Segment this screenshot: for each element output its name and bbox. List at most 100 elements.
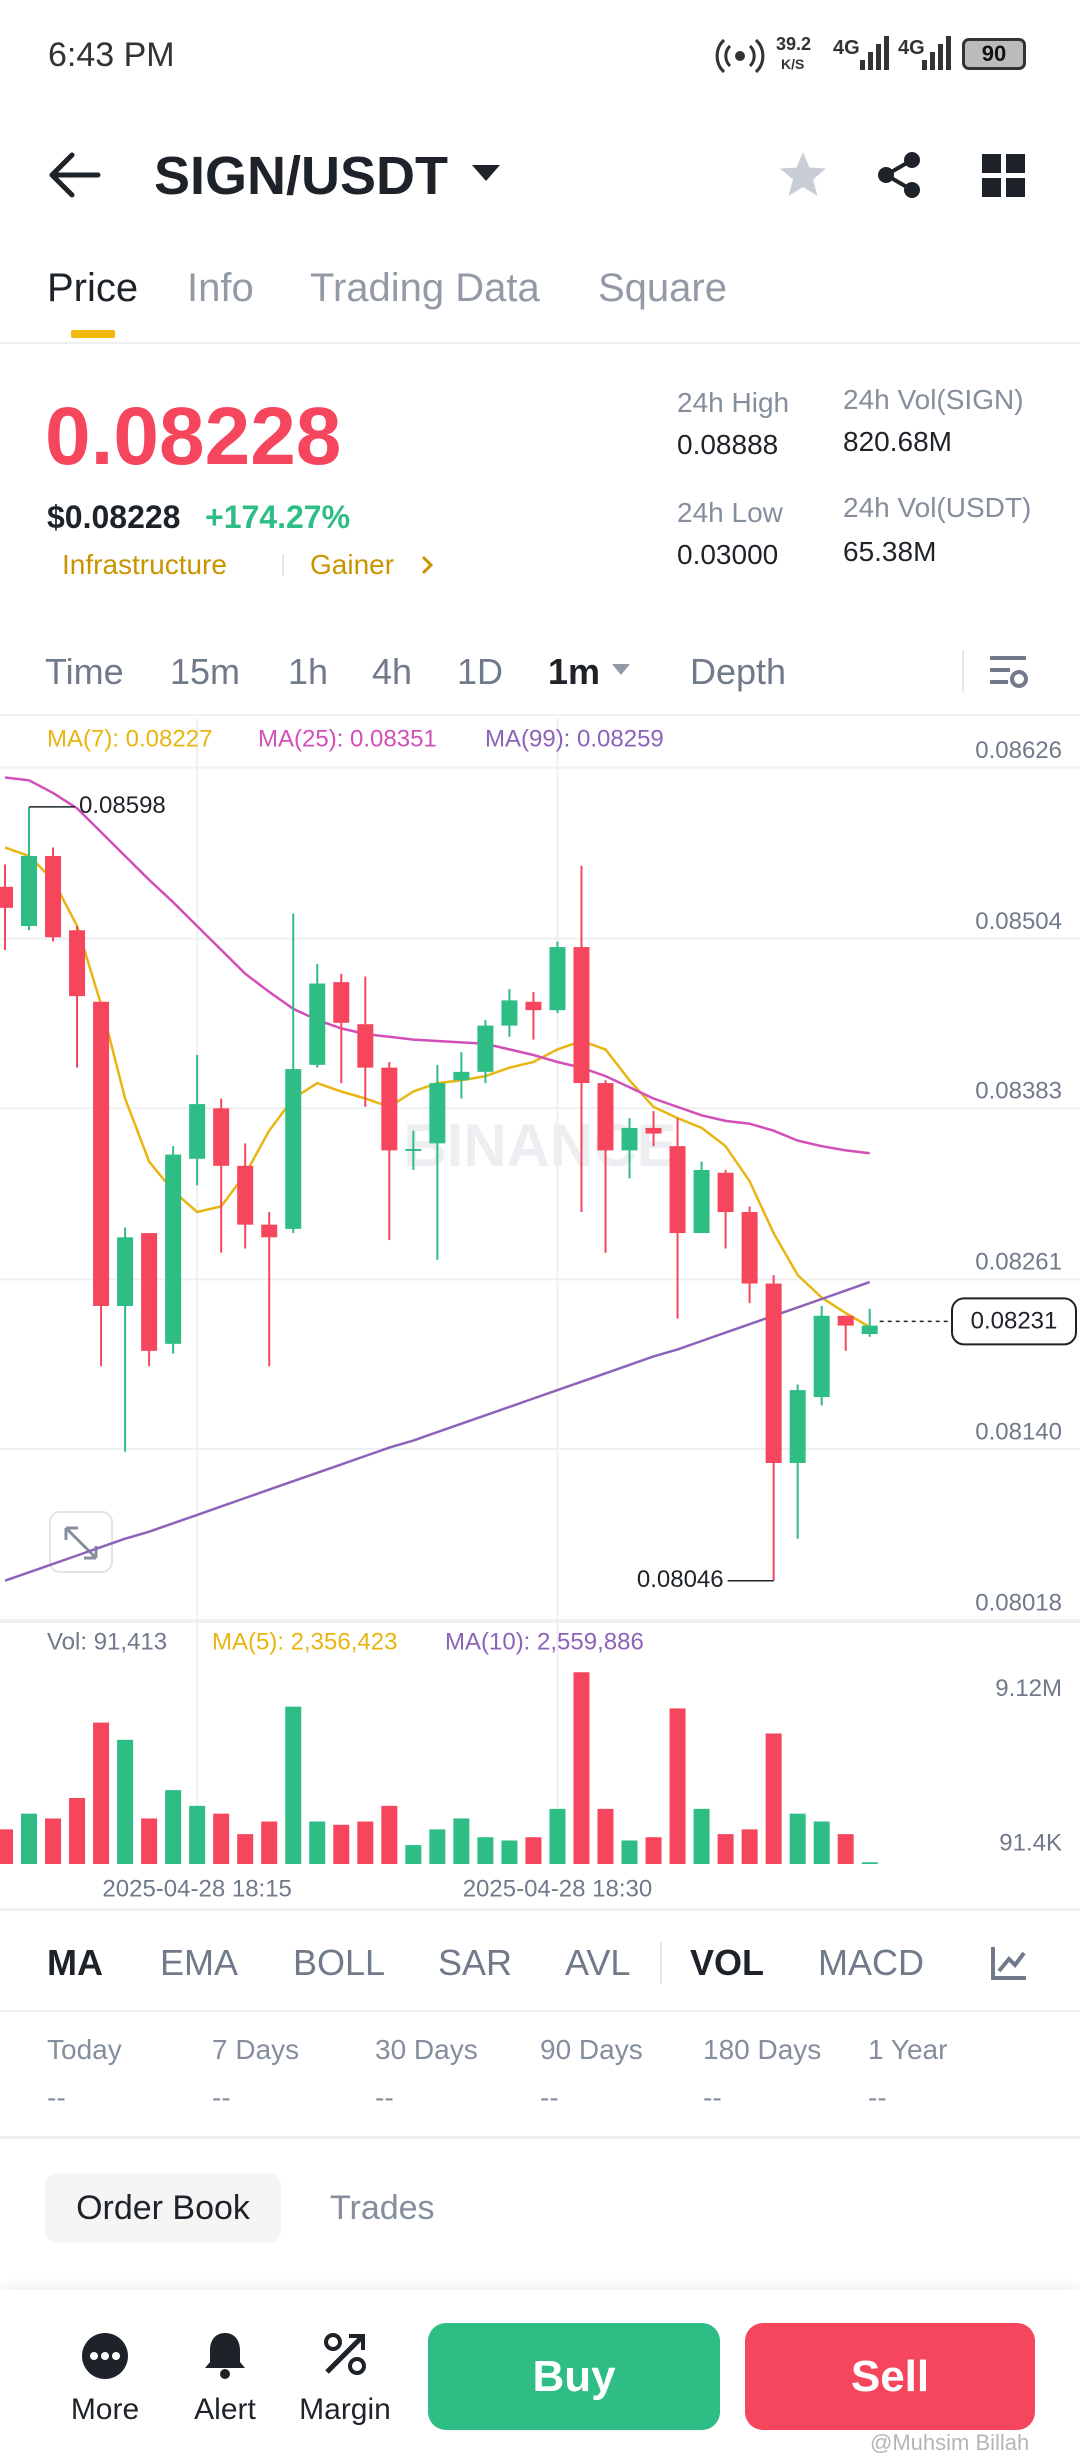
stat-value: 65.38M xyxy=(843,536,937,567)
candle-body xyxy=(549,947,566,1011)
y-tick-label: 0.08140 xyxy=(975,1418,1062,1445)
indicator[interactable]: MA xyxy=(47,1942,103,1983)
candle-body xyxy=(0,886,13,908)
indicator[interactable]: VOL xyxy=(690,1942,765,1983)
interval-dropdown[interactable] xyxy=(610,662,632,678)
candle-body xyxy=(501,1000,518,1026)
interval-selected[interactable]: 1m xyxy=(548,651,601,692)
nav-label[interactable]: Alert xyxy=(194,2393,256,2426)
stat-value: 0.03000 xyxy=(677,539,779,570)
pair-dropdown[interactable] xyxy=(470,162,502,184)
candle-body xyxy=(597,1083,614,1151)
interval[interactable]: Time xyxy=(45,651,124,692)
price-change: +174.27% xyxy=(205,499,351,535)
tab[interactable]: Info xyxy=(187,266,254,310)
margin-icon[interactable] xyxy=(321,2330,369,2378)
stat-label: 24h Low xyxy=(677,497,783,528)
volume-bar xyxy=(93,1722,110,1864)
book-tab[interactable]: Order Book xyxy=(76,2189,250,2227)
indicator[interactable]: BOLL xyxy=(293,1942,386,1983)
back-button[interactable] xyxy=(48,152,102,198)
interval[interactable]: 15m xyxy=(170,651,241,692)
x-tick-label: 2025-04-28 18:15 xyxy=(102,1875,292,1902)
interval[interactable]: 1D xyxy=(457,651,504,692)
book-tab[interactable]: Trades xyxy=(330,2189,435,2227)
layout-icon[interactable] xyxy=(982,154,1026,198)
tag-separator xyxy=(282,554,284,576)
stat-label: 24h Vol(USDT) xyxy=(843,492,1032,523)
nav-label[interactable]: More xyxy=(70,2393,140,2426)
candle-body xyxy=(621,1127,638,1151)
signal-icon xyxy=(922,36,951,70)
interval[interactable]: 1h xyxy=(288,651,329,692)
volume-bar xyxy=(69,1797,86,1864)
volume-bar xyxy=(357,1821,374,1864)
pair-title[interactable]: SIGN/USDT xyxy=(154,146,449,206)
candle-body xyxy=(261,1224,278,1238)
ma-legend: MA(99): 0.08259 xyxy=(485,725,664,752)
ma-legend: MA(25): 0.08351 xyxy=(258,725,437,752)
chart-settings-icon[interactable] xyxy=(988,652,1030,692)
volume-bar xyxy=(621,1840,638,1864)
volume-bar xyxy=(645,1837,662,1864)
indicator[interactable]: EMA xyxy=(160,1942,239,1983)
buy-button[interactable]: Buy xyxy=(428,2323,720,2430)
battery xyxy=(962,38,1026,70)
candle-body xyxy=(429,1083,446,1144)
candle-body xyxy=(813,1315,830,1398)
tag[interactable]: Infrastructure xyxy=(62,549,227,580)
candle-body xyxy=(381,1067,398,1151)
candle-body xyxy=(573,947,590,1084)
share-icon[interactable] xyxy=(874,150,924,200)
interval[interactable]: Depth xyxy=(690,651,787,692)
period-value: -- xyxy=(868,2082,887,2113)
volume-bar xyxy=(837,1834,854,1864)
period-label: 7 Days xyxy=(212,2034,300,2065)
volume-bar xyxy=(381,1805,398,1864)
divider xyxy=(0,1908,1080,1911)
ma-legend: MA(7): 0.08227 xyxy=(47,725,212,752)
last-price-box xyxy=(951,1297,1077,1346)
tab[interactable]: Price xyxy=(47,266,139,310)
favorite-icon[interactable] xyxy=(778,150,828,200)
indicator[interactable]: AVL xyxy=(565,1942,631,1983)
candle-body xyxy=(21,855,38,927)
divider xyxy=(0,2136,1080,2139)
candle-body xyxy=(453,1071,470,1081)
ma-line xyxy=(4,776,870,1155)
volume-bar xyxy=(453,1818,470,1864)
sell-button[interactable]: Sell xyxy=(745,2323,1035,2430)
tab[interactable]: Trading Data xyxy=(310,266,540,310)
indicator[interactable]: SAR xyxy=(438,1942,513,1983)
alert-icon[interactable] xyxy=(201,2330,249,2380)
tab-indicator xyxy=(71,330,115,338)
candle-body xyxy=(309,983,326,1065)
tab[interactable]: Square xyxy=(598,266,727,310)
candle-body xyxy=(525,1001,542,1011)
usd-price: $0.08228 xyxy=(47,499,181,535)
candle-body xyxy=(213,1108,230,1166)
tag[interactable]: Gainer xyxy=(310,549,395,580)
volume-bar xyxy=(669,1708,686,1864)
volume-bar xyxy=(333,1824,350,1864)
period-value: -- xyxy=(375,2082,394,2113)
indicator-settings-icon[interactable] xyxy=(990,1945,1028,1981)
period-label: 30 Days xyxy=(375,2034,478,2065)
nav-label[interactable]: Margin xyxy=(299,2393,391,2426)
interval[interactable]: 4h xyxy=(372,651,413,692)
candle-body xyxy=(141,1233,158,1351)
candle-body xyxy=(405,1148,422,1151)
more-icon[interactable] xyxy=(81,2332,129,2380)
watermark: @Muhsim Billah xyxy=(870,2430,1030,2455)
chevron xyxy=(421,555,434,575)
volume-bar xyxy=(741,1829,758,1864)
volume-bar xyxy=(405,1845,422,1864)
candle-body xyxy=(357,1024,374,1068)
indicator[interactable]: MACD xyxy=(818,1942,924,1983)
candle-body xyxy=(645,1127,662,1134)
tab-chip xyxy=(45,2173,281,2243)
volume-bar xyxy=(861,1862,878,1864)
y-tick-label: 0.08504 xyxy=(975,908,1062,935)
divider xyxy=(0,2010,1080,2012)
period-value: -- xyxy=(212,2082,231,2113)
